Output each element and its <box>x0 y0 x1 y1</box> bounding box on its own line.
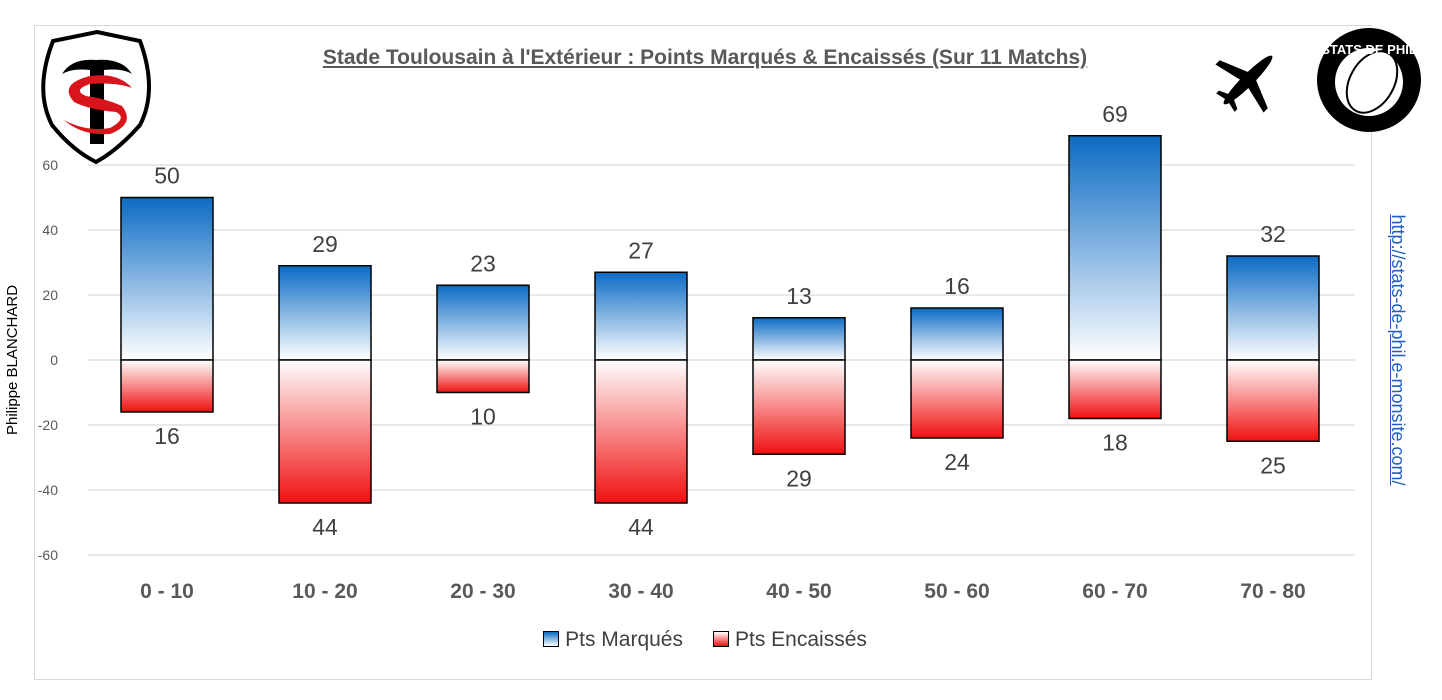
data-label-marques: 50 <box>154 163 180 189</box>
legend-item-encaisses: Pts Encaissés <box>713 628 867 652</box>
bar-pts-encaisses <box>436 359 530 394</box>
bar-pts-encaisses <box>278 359 372 504</box>
y-tick-label: -20 <box>38 417 58 433</box>
x-tick-label: 10 - 20 <box>292 580 357 603</box>
data-label-encaisses: 44 <box>628 514 654 540</box>
y-tick-label: 40 <box>42 222 58 238</box>
bar-pts-marques <box>752 317 846 361</box>
data-label-marques: 32 <box>1260 221 1286 247</box>
chart-title: Stade Toulousain à l'Extérieur : Points … <box>322 46 1088 69</box>
data-label-encaisses: 18 <box>1102 430 1128 456</box>
data-label-encaisses: 16 <box>154 423 180 449</box>
data-label-marques: 69 <box>1102 101 1128 127</box>
x-tick-label: 50 - 60 <box>924 580 989 603</box>
x-tick-label: 20 - 30 <box>450 580 515 603</box>
legend-swatch-red <box>713 631 729 647</box>
y-tick-label: 20 <box>42 287 58 303</box>
data-label-encaisses: 44 <box>312 514 338 540</box>
data-label-marques: 29 <box>312 231 338 257</box>
x-tick-label: 40 - 50 <box>766 580 831 603</box>
bar-pts-marques <box>436 284 530 361</box>
bar-pts-marques <box>1068 135 1162 361</box>
y-tick-label: 0 <box>50 352 58 368</box>
svg-text:STATS DE PHIL: STATS DE PHIL <box>1321 42 1417 57</box>
legend-swatch-blue <box>543 631 560 647</box>
x-tick-label: 30 - 40 <box>608 580 673 603</box>
data-label-encaisses: 10 <box>470 404 496 430</box>
data-label-encaisses: 25 <box>1260 452 1286 478</box>
bar-pts-encaisses <box>752 359 846 455</box>
legend: Pts Marqués Pts Encaissés <box>0 628 1410 652</box>
bar-pts-encaisses <box>1226 359 1320 442</box>
bar-pts-marques <box>594 271 688 361</box>
bar-pts-marques <box>910 307 1004 361</box>
x-tick-label: 70 - 80 <box>1240 580 1305 603</box>
airplane-icon <box>1215 55 1273 113</box>
y-tick-label: -40 <box>38 482 58 498</box>
y-tick-label: 60 <box>42 157 58 173</box>
legend-label: Pts Encaissés <box>735 628 867 651</box>
y-tick-label: -60 <box>38 547 58 563</box>
bar-pts-encaisses <box>1068 359 1162 420</box>
legend-label: Pts Marqués <box>565 628 683 651</box>
stats-de-phil-logo: STATS DE PHIL <box>1317 28 1421 132</box>
bar-pts-encaisses <box>594 359 688 504</box>
bar-pts-encaisses <box>910 359 1004 439</box>
bar-pts-marques <box>1226 255 1320 361</box>
data-label-encaisses: 29 <box>786 465 812 491</box>
data-label-encaisses: 24 <box>944 449 970 475</box>
data-label-marques: 23 <box>470 250 496 276</box>
bar-pts-marques <box>120 196 214 361</box>
x-tick-label: 0 - 10 <box>140 580 194 603</box>
data-label-marques: 27 <box>628 237 654 263</box>
x-tick-label: 60 - 70 <box>1082 580 1147 603</box>
bar-pts-encaisses <box>120 359 214 413</box>
bar-pts-marques <box>278 265 372 361</box>
data-label-marques: 13 <box>786 283 812 309</box>
legend-item-marques: Pts Marqués <box>543 628 683 652</box>
chart-frame <box>34 25 1372 680</box>
club-logo <box>41 29 151 165</box>
data-label-marques: 16 <box>944 273 970 299</box>
